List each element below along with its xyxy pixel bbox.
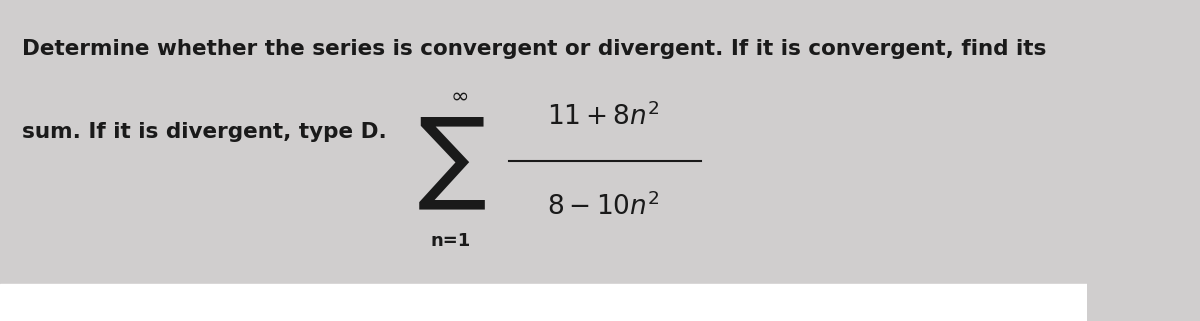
Bar — [0, 284, 1087, 321]
Text: $\sum$: $\sum$ — [416, 116, 486, 212]
Text: sum. If it is divergent, type D.: sum. If it is divergent, type D. — [22, 122, 386, 142]
Text: n=1: n=1 — [431, 232, 472, 250]
Text: $11 + 8n^2$: $11 + 8n^2$ — [547, 103, 660, 131]
Text: ∞: ∞ — [450, 86, 469, 106]
Text: Determine whether the series is convergent or divergent. If it is convergent, fi: Determine whether the series is converge… — [22, 39, 1046, 58]
Text: $8 - 10n^2$: $8 - 10n^2$ — [547, 193, 660, 221]
